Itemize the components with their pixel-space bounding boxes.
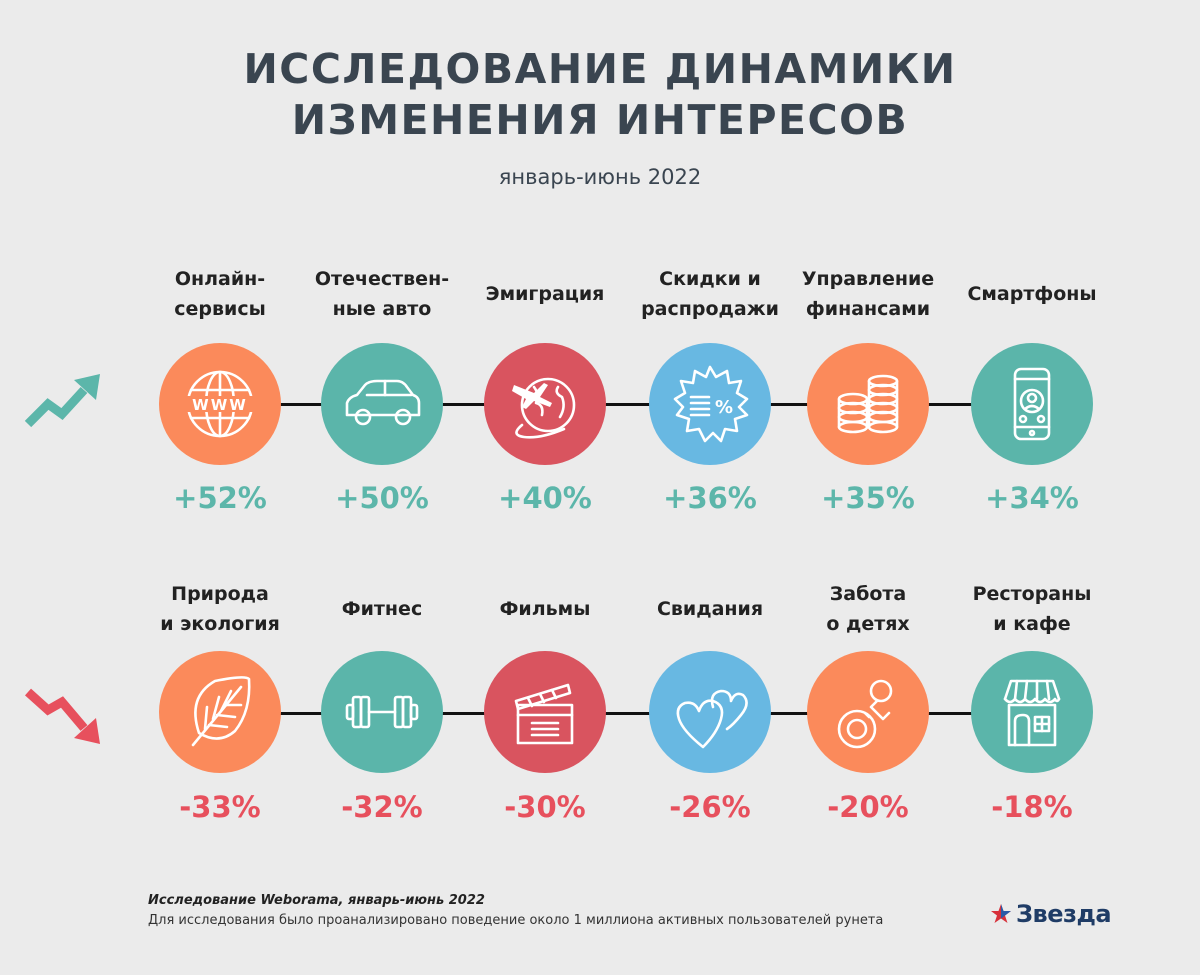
category-label: Свидания bbox=[656, 598, 764, 620]
logo-text: Звезда bbox=[1016, 900, 1112, 928]
cafe-storefront-icon bbox=[1003, 679, 1061, 747]
smartphone-icon bbox=[1013, 367, 1051, 441]
category-circle bbox=[649, 651, 771, 773]
change-value: +52% bbox=[173, 481, 267, 515]
category-circle bbox=[807, 651, 929, 773]
leaf-icon bbox=[191, 676, 251, 747]
decline-connector-line bbox=[210, 712, 1030, 715]
pacifier-icon bbox=[837, 679, 893, 749]
category-circle bbox=[159, 651, 281, 773]
trend-down-arrow-icon bbox=[24, 688, 100, 744]
hearts-icon bbox=[676, 689, 748, 749]
star-logo-icon bbox=[991, 904, 1011, 923]
dumbbell-icon bbox=[345, 695, 419, 729]
category-circle bbox=[321, 343, 443, 465]
change-value: -32% bbox=[341, 790, 423, 824]
footer-source: Исследование Weborama, январь-июнь 2022 bbox=[148, 893, 485, 908]
title-line-1: ИССЛЕДОВАНИЕ ДИНАМИКИ bbox=[243, 45, 957, 93]
change-value: +50% bbox=[335, 481, 429, 515]
category-label: Смартфоны bbox=[967, 283, 1097, 305]
category-label: Рестораны и кафе bbox=[972, 583, 1092, 635]
category-label: Забота о детях bbox=[826, 583, 910, 635]
category-circle: WWW bbox=[159, 343, 281, 465]
change-value: -26% bbox=[669, 790, 751, 824]
category-label: Природа и экология bbox=[160, 583, 280, 635]
category-circle bbox=[484, 343, 606, 465]
discount-badge-icon: % bbox=[673, 365, 749, 443]
change-value: +35% bbox=[821, 481, 915, 515]
change-value: -30% bbox=[504, 790, 586, 824]
change-value: -33% bbox=[179, 790, 261, 824]
www-globe-icon: WWW bbox=[185, 370, 255, 438]
change-value: -18% bbox=[991, 790, 1073, 824]
category-label: Онлайн- сервисы bbox=[174, 268, 266, 320]
zvezda-logo: Звезда bbox=[990, 900, 1112, 928]
category-label: Фитнес bbox=[341, 598, 423, 620]
growth-connector-line bbox=[210, 403, 1030, 406]
coins-icon bbox=[837, 374, 899, 434]
category-label: Эмиграция bbox=[485, 283, 605, 305]
category-label: Скидки и распродажи bbox=[641, 268, 779, 320]
car-icon bbox=[345, 379, 421, 426]
svg-text:%: % bbox=[715, 397, 733, 418]
change-value: +34% bbox=[985, 481, 1079, 515]
change-value: -20% bbox=[827, 790, 909, 824]
category-circle bbox=[807, 343, 929, 465]
category-circle bbox=[971, 651, 1093, 773]
category-label: Отечествен- ные авто bbox=[314, 268, 450, 320]
change-value: +36% bbox=[663, 481, 757, 515]
clapperboard-icon bbox=[514, 683, 574, 745]
trend-up-arrow-icon bbox=[24, 374, 100, 428]
title-line-2: ИЗМЕНЕНИЯ ИНТЕРЕСОВ bbox=[291, 96, 909, 144]
change-value: +40% bbox=[498, 481, 592, 515]
category-circle bbox=[484, 651, 606, 773]
category-circle bbox=[971, 343, 1093, 465]
category-label: Управление финансами bbox=[801, 268, 935, 320]
subtitle: январь-июнь 2022 bbox=[498, 165, 702, 189]
category-circle: % bbox=[649, 343, 771, 465]
category-circle bbox=[321, 651, 443, 773]
plane-globe-icon bbox=[512, 377, 576, 439]
svg-text:WWW: WWW bbox=[192, 396, 248, 414]
page-title: ИССЛЕДОВАНИЕ ДИНАМИКИ ИЗМЕНЕНИЯ ИНТЕРЕСО… bbox=[0, 44, 1200, 146]
footer-note: Для исследования было проанализировано п… bbox=[148, 913, 884, 928]
category-label: Фильмы bbox=[499, 598, 591, 620]
